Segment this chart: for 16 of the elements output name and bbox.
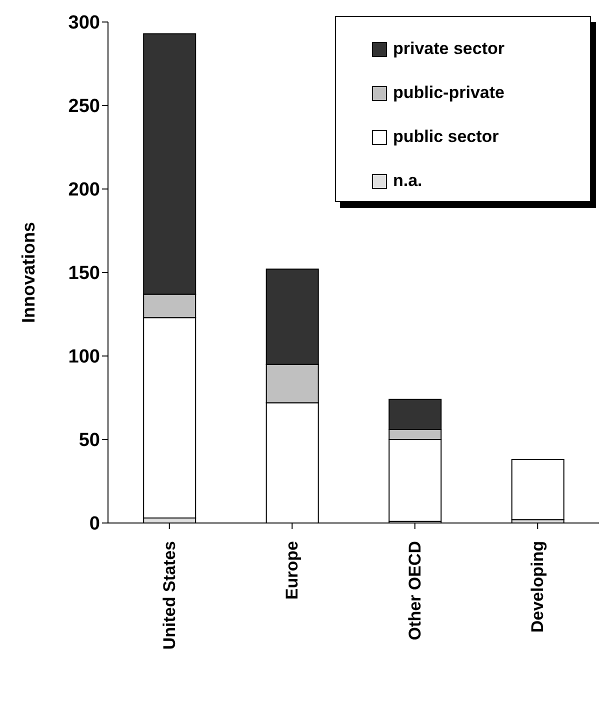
x-tick-label: Europe — [282, 541, 302, 600]
x-tick-label: United States — [160, 541, 179, 650]
y-tick-label: 150 — [68, 263, 100, 284]
legend-label: public sector — [393, 127, 499, 147]
y-tick-label: 100 — [68, 346, 100, 368]
y-axis-title: Innovations — [18, 222, 38, 324]
legend-label: public-private — [393, 83, 504, 103]
legend-label: n.a. — [393, 171, 422, 191]
y-tick-label: 250 — [68, 96, 100, 118]
y-tick-label: 50 — [78, 430, 100, 452]
x-tick-label: Developing — [528, 541, 548, 633]
legend-label: private sector — [393, 39, 504, 59]
y-tick-label: 300 — [68, 12, 100, 34]
y-tick-label: 200 — [68, 180, 100, 201]
y-tick-label: 0 — [89, 514, 100, 535]
x-tick-label: Other OECD — [405, 541, 424, 640]
